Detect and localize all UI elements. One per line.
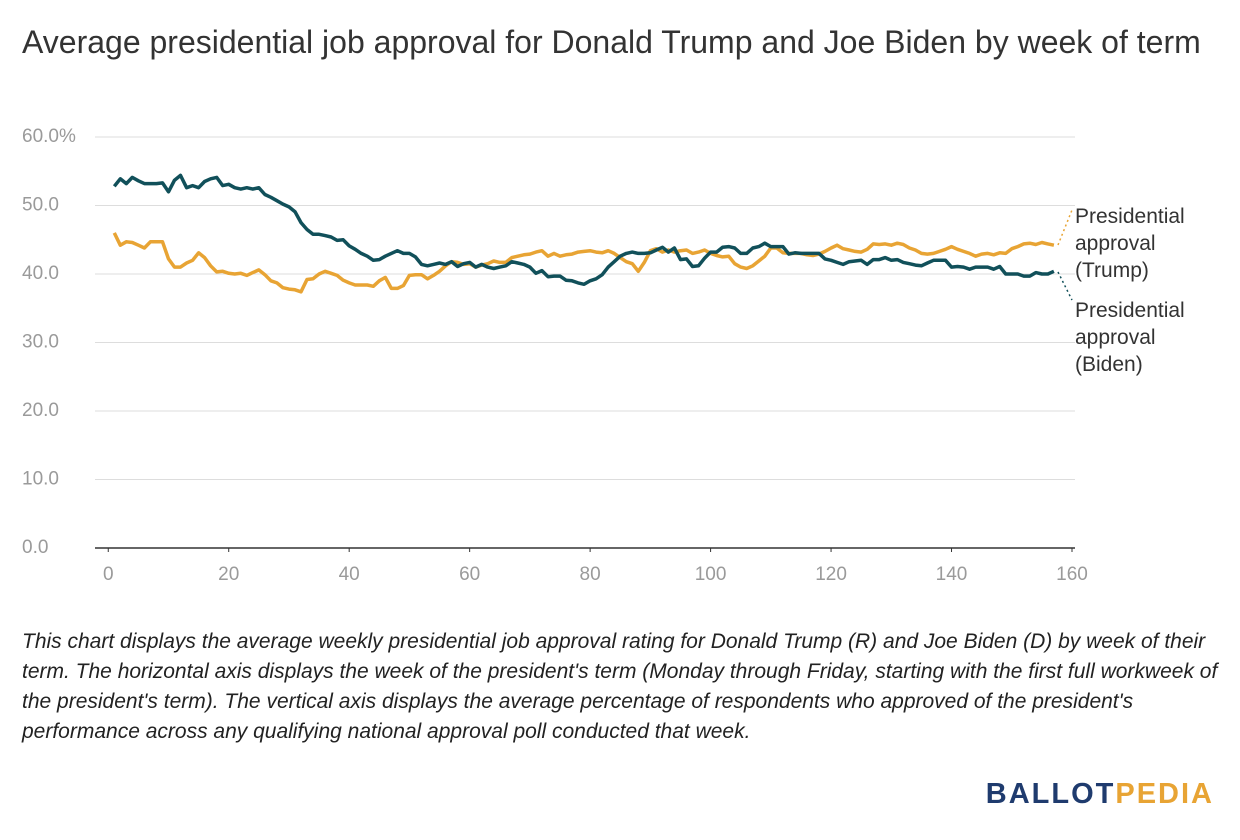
chart-title: Average presidential job approval for Do…	[22, 24, 1201, 60]
series-label: Presidential approval (Biden)	[1075, 299, 1185, 376]
x-tick-label: 20	[218, 564, 239, 585]
chart: 0.0 10.0 20.0 30.0 40.0 50.0 60.0% 0 20 40 60 80 100…	[22, 126, 1088, 585]
logo-text: BALLOT	[985, 778, 1116, 810]
y-tick-label: 10.0	[22, 469, 59, 490]
leader	[1057, 271, 1073, 301]
x-tick-label: 60	[459, 564, 480, 585]
leader	[1057, 209, 1073, 246]
y-tick-label: 0.0	[22, 537, 48, 558]
y-tick-label: 20.0	[22, 400, 59, 421]
y-tick-label: 40.0	[22, 263, 59, 284]
series-line	[112, 173, 1055, 287]
series-line	[112, 232, 1055, 294]
caption: This chart displays the average weekly p…	[22, 630, 1218, 743]
logo: BALLOTPEDIA	[986, 778, 1214, 811]
x-tick-label: 140	[936, 564, 968, 585]
y-tick-label: 60.0%	[22, 126, 76, 147]
x-tick-label: 80	[580, 564, 601, 585]
y-tick-label: 30.0	[22, 332, 59, 353]
x-tick-label: 160	[1056, 564, 1088, 585]
x-tick-label: 0	[103, 564, 114, 585]
x-tick-label: 100	[695, 564, 727, 585]
logo-text: PEDIA	[1115, 778, 1214, 810]
series-label: Presidential approval (Trump)	[1075, 205, 1185, 282]
x-tick-label: 120	[815, 564, 847, 585]
y-tick-label: 50.0	[22, 195, 59, 216]
x-tick-label: 40	[339, 564, 360, 585]
